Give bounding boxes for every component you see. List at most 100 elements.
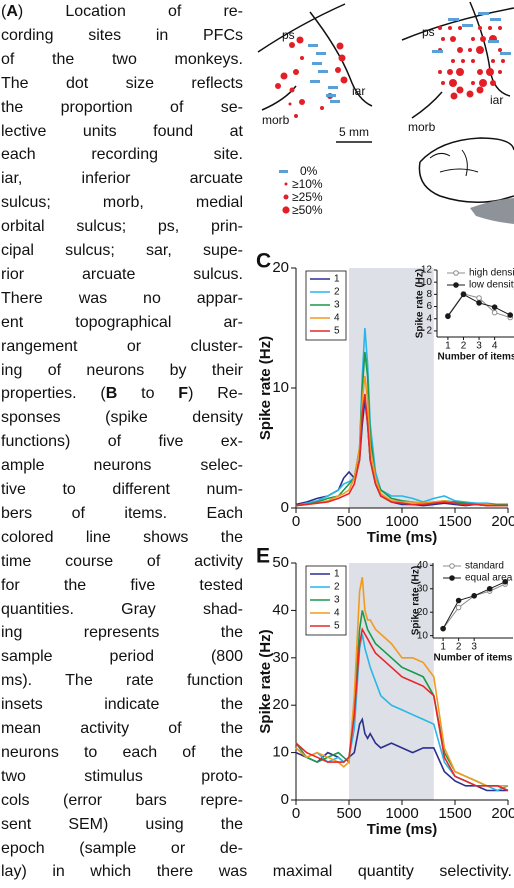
text-line: ms). The rate function xyxy=(1,672,243,690)
series-marker xyxy=(440,625,446,632)
site-dash xyxy=(462,24,473,27)
x-tick-label: 1000 xyxy=(385,513,418,530)
text-segment: to xyxy=(117,385,179,403)
site-dot xyxy=(336,42,344,50)
legend-marker xyxy=(453,270,459,276)
sulcus-line xyxy=(309,11,373,107)
legend-label: 4 xyxy=(334,608,340,619)
text-line: ample neurons selec- xyxy=(1,457,243,475)
legend-marker xyxy=(449,575,455,581)
text-segment: properties. ( xyxy=(1,385,106,403)
legend-label: 3 xyxy=(334,595,340,606)
series-marker xyxy=(502,578,509,585)
y-tick-label: 6 xyxy=(426,301,432,312)
x-axis-title: Time (ms) xyxy=(367,529,438,546)
site-dot xyxy=(498,48,502,52)
site-dot xyxy=(294,114,298,118)
text-line: of the two monkeys. xyxy=(1,50,243,68)
y-tick-label: 4 xyxy=(426,313,432,324)
text-line: lay) in which there was maximal quantity… xyxy=(1,863,512,881)
site-dot xyxy=(289,87,295,93)
site-dot xyxy=(478,26,482,30)
map-label: iar xyxy=(352,84,365,98)
legend-symbol xyxy=(283,194,289,200)
series-marker xyxy=(460,291,467,298)
sulcus-line xyxy=(261,85,297,111)
site-dot xyxy=(457,47,463,53)
site-dot xyxy=(456,68,464,76)
text-segment: ) Location of re- xyxy=(17,3,243,20)
site-dot xyxy=(289,42,295,48)
site-dot xyxy=(471,81,475,85)
site-dot xyxy=(438,26,442,30)
site-dot xyxy=(288,102,292,106)
series-marker xyxy=(471,593,477,599)
text-line: There was no appar- xyxy=(1,289,243,307)
sample-shading xyxy=(349,563,434,800)
text-line: The dot size reflects xyxy=(1,74,243,92)
panel-label: C xyxy=(256,250,271,273)
y-axis-title: Spike rate (Hz) xyxy=(257,629,274,733)
text-line: tive to different num- xyxy=(1,481,243,498)
x-axis-title: Time (ms) xyxy=(367,821,438,838)
site-dash xyxy=(490,18,501,21)
x-tick-label: 1500 xyxy=(438,513,471,530)
x-tick-label: 4 xyxy=(492,341,498,352)
legend-label: 4 xyxy=(334,313,340,324)
text-segment: A xyxy=(6,3,18,20)
site-dash xyxy=(316,52,326,55)
x-tick-label: 500 xyxy=(336,805,361,822)
series-line xyxy=(295,393,508,507)
series-marker xyxy=(455,604,462,611)
x-tick-label: 2000 xyxy=(491,805,514,822)
legend-label: 2 xyxy=(334,287,340,298)
text-line: (A) Location of re- xyxy=(1,1,243,23)
x-tick-label: 0 xyxy=(292,513,300,530)
site-dash xyxy=(312,62,322,65)
y-tick-label: 40 xyxy=(417,560,429,571)
site-dash xyxy=(328,86,338,89)
text-line: quantities. Gray shad- xyxy=(1,600,243,618)
legend-label: 1 xyxy=(334,569,340,580)
legend-symbol xyxy=(282,206,290,214)
x-tick-label: 0 xyxy=(292,805,300,822)
x-axis-title: Number of items xyxy=(438,352,514,363)
site-dot xyxy=(441,37,445,41)
text-line: sulcus; morb, medial xyxy=(1,194,243,212)
site-dot xyxy=(299,99,305,105)
site-dot xyxy=(300,56,304,60)
x-tick-label: 2 xyxy=(456,642,462,653)
text-segment: F xyxy=(178,385,189,403)
x-tick-label: 3 xyxy=(471,642,477,653)
y-tick-label: 0 xyxy=(281,499,289,516)
legend-label: 2 xyxy=(334,582,340,593)
site-dot xyxy=(458,26,462,30)
legend-label: ≥25% xyxy=(292,190,323,204)
text-line: each recording site. xyxy=(1,146,243,164)
y-tick-label: 12 xyxy=(421,265,433,276)
y-tick-label: 20 xyxy=(272,696,289,713)
legend-marker xyxy=(453,282,459,288)
legend-label: ≥10% xyxy=(292,177,323,191)
legend-label: 5 xyxy=(334,621,340,632)
site-dot xyxy=(488,26,492,30)
x-tick-label: 1500 xyxy=(438,805,471,822)
legend-label: 5 xyxy=(334,326,340,337)
x-tick-label: 500 xyxy=(336,513,361,530)
legend-label: 1 xyxy=(334,274,340,285)
site-dot xyxy=(340,76,348,84)
text-line: cording sites in PFCs xyxy=(1,26,243,44)
brain-sulci xyxy=(429,149,479,177)
site-dash xyxy=(318,70,328,73)
sulcus-line xyxy=(411,91,443,119)
y-tick-label: 10 xyxy=(272,379,289,396)
site-dot xyxy=(480,36,486,42)
series-marker xyxy=(455,597,462,604)
y-tick-label: 40 xyxy=(272,601,289,618)
text-line: for the five tested xyxy=(1,576,243,594)
text-line: ent topographical ar- xyxy=(1,313,243,331)
y-axis-title: Spike rate (Hz) xyxy=(411,566,422,635)
legend-label: 0% xyxy=(300,164,318,178)
site-dot xyxy=(479,79,487,87)
